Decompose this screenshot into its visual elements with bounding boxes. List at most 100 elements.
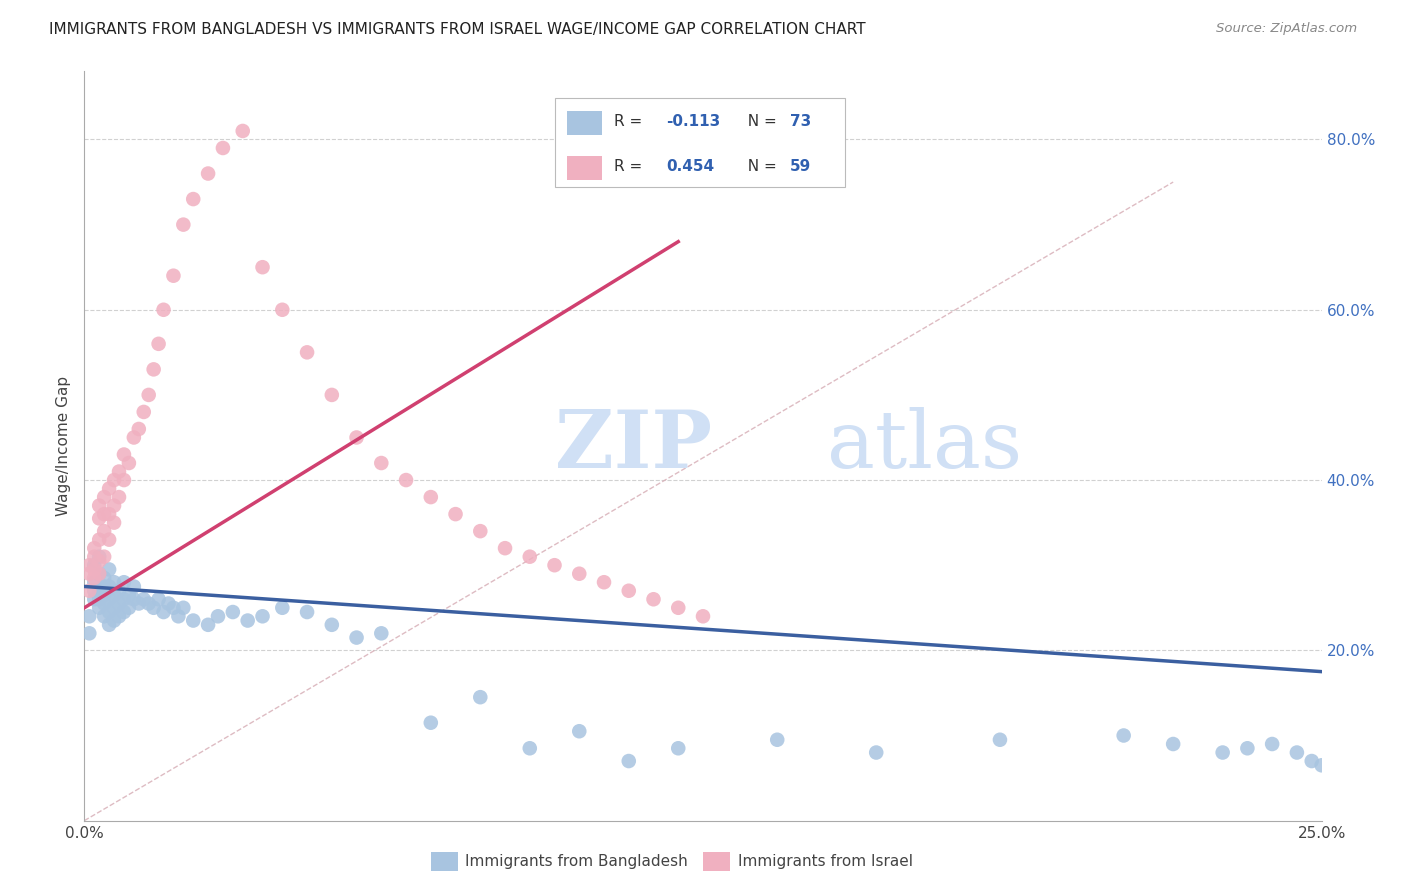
Point	[152, 302, 174, 317]
Point	[865, 746, 887, 760]
Point	[93, 490, 115, 504]
Point	[236, 614, 259, 628]
Point	[83, 558, 105, 573]
Point	[419, 490, 441, 504]
Point	[128, 422, 150, 436]
Point	[112, 575, 135, 590]
Y-axis label: Wage/Income Gap: Wage/Income Gap	[56, 376, 72, 516]
Point	[98, 617, 121, 632]
Point	[1310, 758, 1333, 772]
Point	[666, 600, 689, 615]
Point	[118, 600, 141, 615]
Point	[148, 336, 170, 351]
Point	[295, 345, 318, 359]
Point	[103, 588, 125, 602]
Point	[132, 592, 155, 607]
Point	[419, 715, 441, 730]
Point	[321, 617, 343, 632]
Point	[103, 575, 125, 590]
Point	[395, 473, 418, 487]
Point	[93, 549, 115, 564]
Point	[108, 609, 131, 624]
Point	[568, 724, 591, 739]
Point	[112, 448, 135, 462]
Point	[122, 580, 145, 594]
Point	[122, 430, 145, 444]
Point	[346, 631, 368, 645]
Point	[617, 754, 640, 768]
Point	[118, 456, 141, 470]
Text: 59: 59	[790, 159, 811, 174]
Text: atlas: atlas	[827, 407, 1022, 485]
Point	[83, 592, 105, 607]
Point	[593, 575, 616, 590]
Text: Immigrants from Israel: Immigrants from Israel	[738, 854, 912, 869]
Point	[79, 566, 101, 581]
Point	[93, 524, 115, 538]
Point	[103, 499, 125, 513]
Point	[112, 592, 135, 607]
Point	[108, 597, 131, 611]
Point	[1161, 737, 1184, 751]
Text: Source: ZipAtlas.com: Source: ZipAtlas.com	[1216, 22, 1357, 36]
Text: 73: 73	[790, 114, 811, 128]
Point	[138, 597, 160, 611]
Point	[83, 562, 105, 576]
Point	[197, 167, 219, 181]
Point	[98, 605, 121, 619]
Point	[93, 507, 115, 521]
Point	[83, 583, 105, 598]
Point	[108, 583, 131, 598]
Text: -0.113: -0.113	[666, 114, 720, 128]
Point	[470, 524, 492, 538]
Point	[295, 605, 318, 619]
Point	[142, 362, 165, 376]
Bar	[567, 156, 602, 179]
Point	[79, 609, 101, 624]
Point	[83, 549, 105, 564]
Point	[370, 626, 392, 640]
Point	[128, 597, 150, 611]
Point	[321, 388, 343, 402]
Point	[766, 732, 789, 747]
Point	[98, 482, 121, 496]
Point	[103, 600, 125, 615]
Point	[89, 511, 111, 525]
Point	[494, 541, 516, 556]
Text: R =: R =	[614, 159, 647, 174]
Point	[103, 516, 125, 530]
Point	[519, 549, 541, 564]
Bar	[703, 852, 730, 871]
Point	[167, 609, 190, 624]
Point	[1285, 746, 1308, 760]
Point	[93, 597, 115, 611]
Point	[346, 430, 368, 444]
Point	[79, 583, 101, 598]
Text: IMMIGRANTS FROM BANGLADESH VS IMMIGRANTS FROM ISRAEL WAGE/INCOME GAP CORRELATION: IMMIGRANTS FROM BANGLADESH VS IMMIGRANTS…	[49, 22, 866, 37]
Point	[162, 600, 184, 615]
Point	[112, 473, 135, 487]
Text: R =: R =	[614, 114, 647, 128]
Point	[181, 192, 204, 206]
Point	[519, 741, 541, 756]
Point	[271, 302, 294, 317]
Point	[98, 533, 121, 547]
Point	[207, 609, 229, 624]
Point	[643, 592, 665, 607]
Point	[1261, 737, 1284, 751]
Text: N =: N =	[738, 159, 782, 174]
Point	[1112, 729, 1135, 743]
Point	[89, 592, 111, 607]
Point	[93, 609, 115, 624]
Point	[79, 558, 101, 573]
Text: 0.454: 0.454	[666, 159, 714, 174]
Point	[568, 566, 591, 581]
Point	[89, 566, 111, 581]
Point	[444, 507, 467, 521]
Point	[103, 473, 125, 487]
Text: N =: N =	[738, 114, 782, 128]
Point	[197, 617, 219, 632]
Point	[1236, 741, 1258, 756]
Point	[83, 575, 105, 590]
Point	[93, 580, 115, 594]
